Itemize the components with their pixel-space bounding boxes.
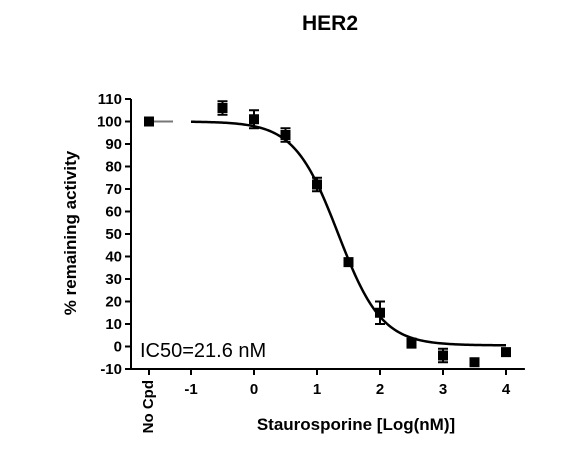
x-tick-label: 2 xyxy=(376,381,384,398)
ic50-annotation: IC50=21.6 nM xyxy=(140,340,266,362)
y-tick-label: 70 xyxy=(105,181,122,198)
fit-curve-group xyxy=(190,120,507,347)
data-points xyxy=(217,100,511,368)
x-tick-label-control: No Cpd xyxy=(140,380,157,433)
data-point xyxy=(280,130,291,140)
y-tick-label: 30 xyxy=(105,271,122,288)
data-point xyxy=(343,257,354,268)
y-tick-label: 60 xyxy=(105,204,122,221)
data-point xyxy=(501,347,511,358)
data-point xyxy=(375,307,385,318)
y-axis-ticks: -10 0 10 20 30 40 50 60 70 80 90 100 110 xyxy=(97,91,131,378)
control-point-group xyxy=(144,116,173,127)
data-point xyxy=(438,350,448,361)
y-tick-label: 50 xyxy=(105,226,122,243)
y-axis-label: % remaining activity xyxy=(61,150,80,315)
x-tick-label: 4 xyxy=(502,381,511,398)
y-tick-label: -10 xyxy=(100,361,122,378)
data-point xyxy=(249,114,259,125)
chart-title: HER2 xyxy=(302,12,358,35)
data-point xyxy=(312,179,322,190)
data-point xyxy=(217,103,228,113)
y-tick-label: 10 xyxy=(105,316,122,333)
fit-curve xyxy=(190,120,507,347)
x-axis-label: Staurosporine [Log(nM)] xyxy=(257,415,455,434)
control-point xyxy=(144,116,154,127)
y-tick-label: 20 xyxy=(105,294,122,311)
y-tick-label: 80 xyxy=(105,159,122,176)
x-tick-label: -1 xyxy=(184,381,197,398)
data-point xyxy=(406,338,417,349)
data-point xyxy=(469,357,480,368)
x-axis-ticks: -1 0 1 2 3 4 xyxy=(184,369,511,398)
x-tick-label: 3 xyxy=(439,381,447,398)
axes xyxy=(130,99,525,375)
x-tick-label: 1 xyxy=(313,381,321,398)
x-tick-label: 0 xyxy=(250,381,258,398)
y-tick-label: 100 xyxy=(97,114,122,131)
y-tick-label: 90 xyxy=(105,136,122,153)
y-tick-label: 0 xyxy=(114,339,122,356)
y-tick-label: 40 xyxy=(105,249,122,266)
y-tick-label: 110 xyxy=(98,91,122,108)
